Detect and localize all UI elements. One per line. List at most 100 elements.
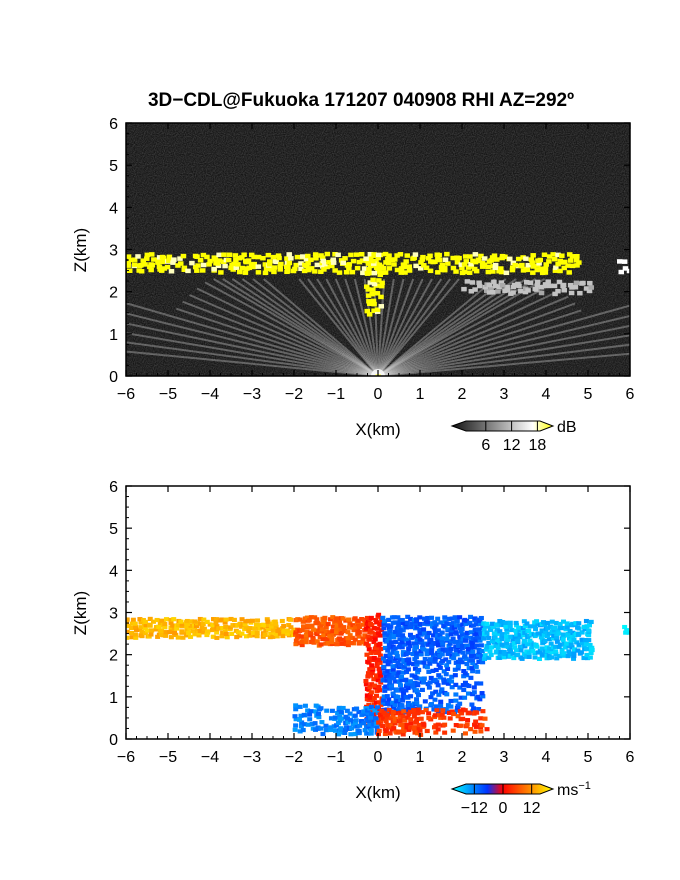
reflectivity-cell	[428, 269, 434, 274]
velocity-cell	[426, 716, 431, 720]
velocity-cell	[405, 651, 410, 655]
y-tick-label: 5	[109, 521, 118, 538]
velocity-cell	[414, 697, 419, 701]
velocity-cell	[439, 687, 444, 691]
velocity-cell	[455, 619, 460, 623]
reflectivity-cell	[543, 266, 549, 271]
reflectivity-cell	[494, 257, 500, 262]
velocity-cell	[171, 617, 176, 621]
velocity-cell	[239, 632, 244, 636]
x-tick-label: 3	[500, 386, 509, 403]
velocity-cell	[589, 620, 594, 624]
x-tick-label: 6	[626, 386, 635, 403]
velocity-cell	[415, 711, 420, 715]
velocity-cell	[400, 633, 405, 637]
velocity-cell	[586, 629, 591, 633]
velocity-cell	[461, 688, 466, 692]
reflectivity-cell	[157, 264, 163, 269]
reflectivity-cell	[344, 270, 350, 275]
velocity-cell	[419, 717, 424, 721]
velocity-cell	[543, 639, 548, 643]
velocity-cell	[468, 676, 473, 680]
x-tick-label: −5	[159, 749, 177, 766]
velocity-cell	[389, 640, 394, 644]
velocity-cell	[588, 655, 593, 659]
reflectivity-cell	[293, 263, 299, 268]
velocity-cell	[451, 712, 456, 716]
x-tick-label: −2	[285, 749, 303, 766]
velocity-cell	[400, 723, 405, 727]
velocity-cell	[460, 717, 465, 721]
velocity-cell	[494, 650, 499, 654]
velocity-cell	[438, 703, 443, 707]
reflectivity-cell	[370, 259, 376, 264]
velocity-cell	[467, 711, 472, 715]
velocity-cell	[571, 638, 576, 642]
colorbar-unit: dB	[557, 419, 577, 436]
velocity-cell	[396, 695, 401, 699]
velocity-cell	[273, 620, 278, 624]
velocity-cell	[406, 657, 411, 661]
reflectivity-cell	[519, 263, 525, 268]
reflectivity-cell	[476, 280, 482, 285]
velocity-cell	[549, 642, 554, 646]
colorbar-unit-base: ms	[557, 782, 578, 799]
velocity-cell	[169, 635, 174, 639]
velocity-cell	[403, 678, 408, 682]
reflectivity-cell	[271, 270, 277, 275]
reflectivity-cell	[443, 258, 449, 263]
velocity-cell	[444, 672, 449, 676]
x-tick-label: 5	[584, 386, 593, 403]
reflectivity-cell	[243, 270, 249, 275]
velocity-cell	[377, 667, 382, 671]
x-axis-label: X(km)	[355, 420, 400, 439]
velocity-cell	[280, 634, 285, 638]
velocity-cell	[377, 642, 382, 646]
velocity-cell	[374, 694, 379, 698]
velocity-cell	[224, 632, 229, 636]
reflectivity-cell	[617, 259, 623, 264]
reflectivity-cell	[445, 261, 451, 266]
reflectivity-cell	[530, 253, 536, 258]
colorbar-tick-label: 12	[523, 800, 541, 817]
velocity-cell	[297, 718, 302, 722]
velocity-cell	[552, 625, 557, 629]
velocity-cell	[372, 626, 377, 630]
reflectivity-cell	[278, 262, 284, 267]
x-tick-label: 0	[374, 386, 383, 403]
x-tick-label: 4	[542, 386, 551, 403]
velocity-cell	[448, 699, 453, 703]
reflectivity-cell	[442, 266, 448, 271]
velocity-cell	[564, 642, 569, 646]
reflectivity-cell	[272, 265, 278, 270]
velocity-cell	[478, 716, 483, 720]
reflectivity-cell	[493, 263, 499, 268]
velocity-cell	[408, 694, 413, 698]
reflectivity-cell	[189, 261, 195, 266]
colorbar-unit-exponent: −1	[578, 780, 591, 792]
velocity-cell	[254, 623, 259, 627]
reflectivity-cell	[135, 254, 141, 259]
velocity-cell	[471, 706, 476, 710]
reflectivity-cell	[212, 255, 218, 260]
velocity-cell	[373, 637, 378, 641]
colorbar-tick-label: 12	[503, 437, 521, 454]
velocity-cell	[425, 620, 430, 624]
velocity-cell	[219, 617, 224, 621]
reflectivity-cell	[529, 257, 535, 262]
velocity-cell	[164, 617, 169, 621]
velocity-cell	[322, 616, 327, 620]
velocity-cell	[549, 655, 554, 659]
velocity-cell	[255, 631, 260, 635]
velocity-cell	[265, 620, 270, 624]
velocity-cell	[445, 667, 450, 671]
velocity-cell	[470, 645, 475, 649]
reflectivity-cell	[573, 285, 579, 290]
velocity-cell	[463, 731, 468, 735]
velocity-cell	[500, 643, 505, 647]
velocity-cell	[508, 635, 513, 639]
reflectivity-cell	[369, 292, 375, 297]
velocity-cell	[433, 678, 438, 682]
reflectivity-cell	[139, 269, 145, 274]
reflectivity-cell	[502, 255, 508, 260]
